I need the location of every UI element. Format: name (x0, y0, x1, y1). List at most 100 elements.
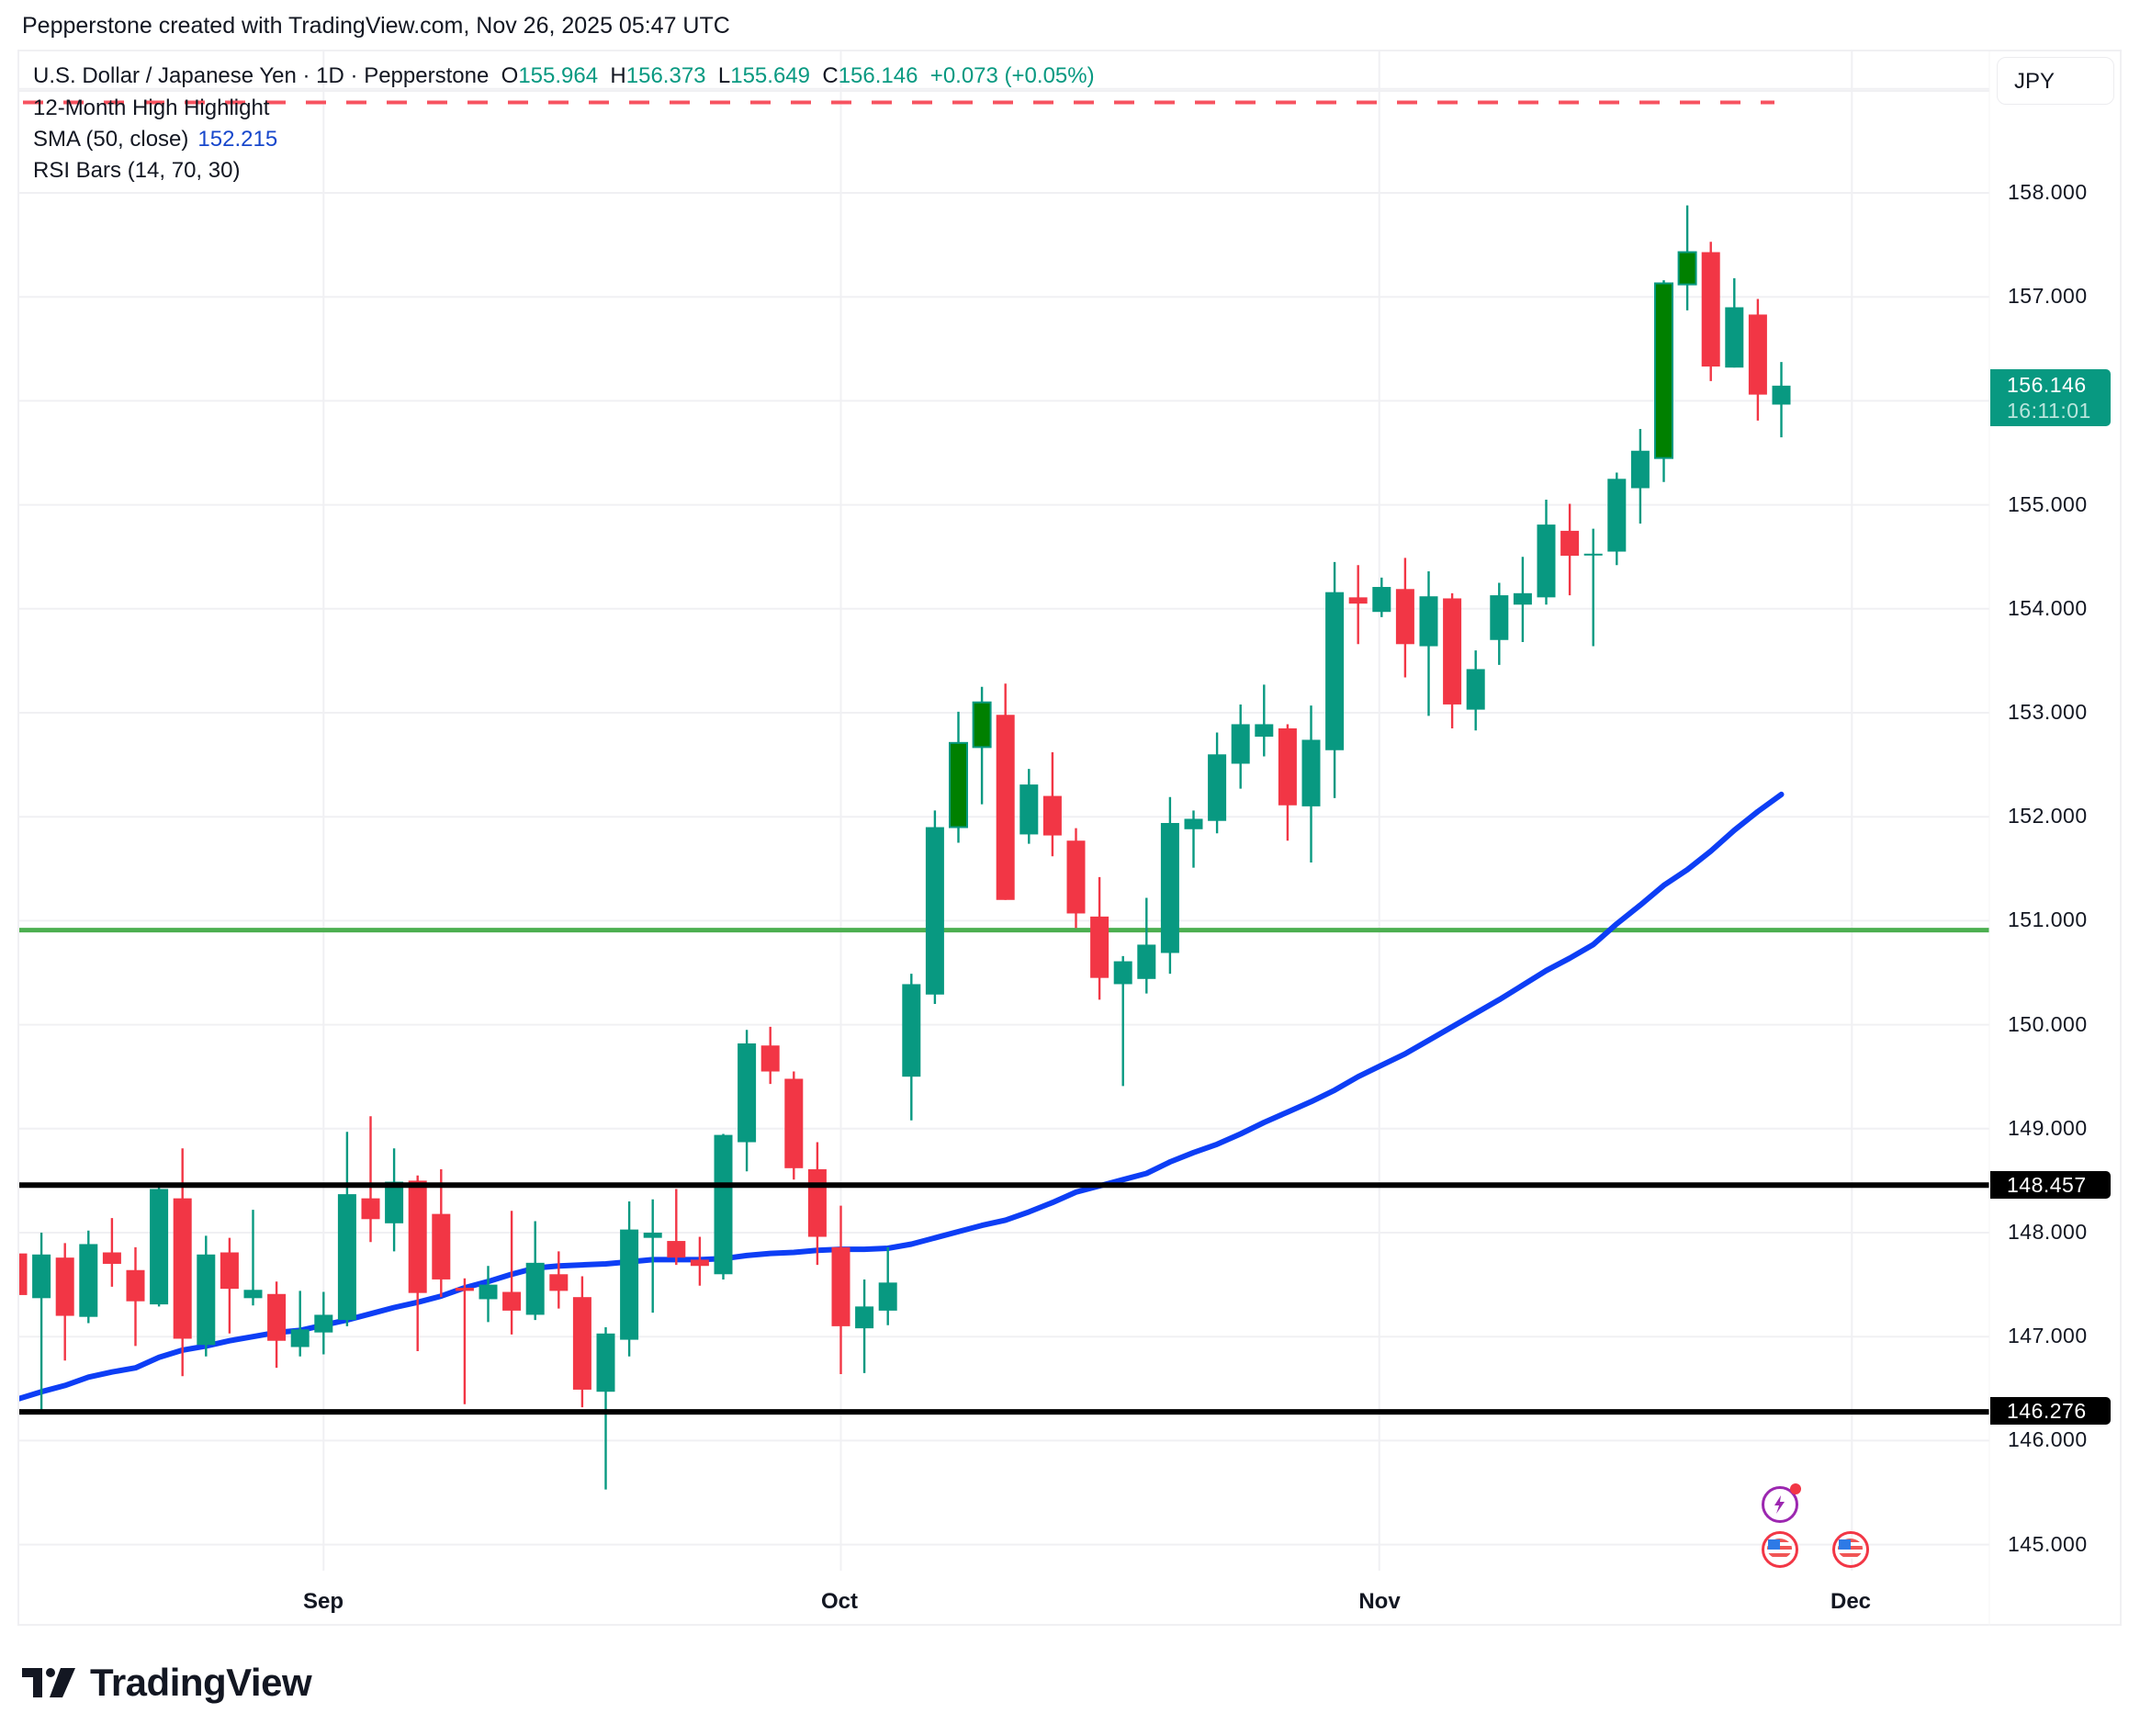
candle (314, 1291, 333, 1355)
candle (784, 1071, 804, 1180)
logo-text: TradingView (90, 1661, 312, 1704)
candle (1372, 577, 1391, 617)
candle (667, 1189, 686, 1266)
legend-rsi-bars[interactable]: RSI Bars (14, 70, 30) (33, 158, 241, 183)
month-label-oct: Oct (820, 1589, 859, 1614)
candle (738, 1030, 757, 1172)
candle (1255, 684, 1274, 757)
candle (902, 974, 921, 1121)
month-label-sep: Sep (302, 1589, 344, 1614)
high-label: H (610, 63, 626, 88)
candle (361, 1116, 380, 1243)
low-label: L (717, 63, 731, 88)
currency-button[interactable]: JPY (1997, 57, 2114, 105)
candle (925, 810, 944, 1004)
bar-countdown: 16:11:01 (2007, 399, 2091, 423)
us-flag-event-icon[interactable] (1832, 1531, 1869, 1568)
month-label-nov: Nov (1358, 1589, 1401, 1614)
candle (1019, 769, 1039, 844)
candle (807, 1142, 827, 1266)
price-axis-tick: 148.000 (2008, 1220, 2088, 1244)
candle (690, 1236, 709, 1286)
range-low-price-tag: 146.276 (1990, 1397, 2111, 1425)
candle (243, 1210, 263, 1306)
price-axis-tick: 158.000 (2008, 180, 2088, 204)
candle (1066, 828, 1086, 929)
symbol-title[interactable]: U.S. Dollar / Japanese Yen · 1D · Pepper… (33, 63, 490, 88)
candle (1090, 876, 1109, 1000)
price-axis-tick: 149.000 (2008, 1115, 2088, 1140)
candle (549, 1251, 569, 1309)
price-axis-tick: 157.000 (2008, 284, 2088, 309)
candle (1701, 242, 1720, 381)
price-axis-tick: 150.000 (2008, 1011, 2088, 1036)
change-value: +0.073 (+0.05%) (929, 63, 1095, 88)
candle (1654, 280, 1673, 482)
candle (596, 1327, 615, 1490)
symbol-header: U.S. Dollar / Japanese Yen · 1D · Pepper… (33, 63, 1095, 89)
candle (79, 1230, 98, 1324)
us-flag-event-icon[interactable] (1762, 1531, 1798, 1568)
tradingview-logo[interactable]: TradingView (22, 1661, 312, 1705)
price-axis-tick: 155.000 (2008, 491, 2088, 516)
candle (1772, 362, 1791, 438)
candle (1466, 650, 1485, 731)
current-price-tag: 156.146 16:11:01 (1990, 369, 2111, 426)
candle (1160, 796, 1179, 975)
lightning-event-icon[interactable] (1762, 1483, 1801, 1523)
sma-value: 152.215 (197, 127, 278, 152)
candle (267, 1281, 287, 1369)
candle (290, 1291, 310, 1357)
candle (126, 1246, 145, 1347)
candle (1208, 732, 1227, 834)
candle (1231, 704, 1250, 789)
candle (1513, 557, 1532, 643)
grid-lines (19, 51, 1989, 1571)
candle (1490, 582, 1509, 665)
candle (643, 1199, 662, 1313)
candle (102, 1218, 121, 1287)
candle (1630, 428, 1650, 524)
candle (1113, 955, 1132, 1087)
candle (949, 711, 968, 843)
candle (55, 1243, 74, 1361)
candle (32, 1233, 51, 1413)
candle (1748, 299, 1767, 421)
candle (455, 1278, 474, 1404)
current-price: 156.146 (2007, 373, 2087, 397)
candle (1677, 205, 1697, 310)
candle (1348, 565, 1368, 645)
price-axis-tick: 146.000 (2008, 1427, 2088, 1452)
candle (197, 1235, 216, 1357)
legend-sma[interactable]: SMA (50, close) 152.215 (33, 127, 277, 152)
price-axis-tick: 152.000 (2008, 804, 2088, 829)
candle (385, 1148, 404, 1252)
candle (337, 1132, 356, 1326)
candle (878, 1246, 897, 1325)
candle (1419, 571, 1438, 716)
low-value: 155.649 (730, 63, 810, 88)
candle (220, 1237, 239, 1334)
legend-high-highlight[interactable]: 12-Month High Highlight (33, 96, 270, 120)
candle (150, 1187, 169, 1307)
candle (1301, 705, 1321, 863)
sma-label: SMA (50, close) (33, 127, 189, 152)
open-label: O (501, 63, 519, 88)
candle (760, 1026, 780, 1085)
candle (1725, 277, 1744, 368)
chart-frame (17, 50, 2122, 1626)
candle (1443, 592, 1462, 728)
candle (525, 1221, 545, 1321)
price-axis-tick: 145.000 (2008, 1531, 2088, 1556)
candle (1184, 810, 1203, 868)
candle (1278, 724, 1297, 841)
price-axis-tick: 154.000 (2008, 595, 2088, 620)
candle (408, 1175, 427, 1352)
month-label-dec: Dec (1830, 1589, 1872, 1614)
price-axis-tick: 153.000 (2008, 700, 2088, 724)
range-high-price-tag: 148.457 (1990, 1171, 2111, 1199)
candle (855, 1279, 874, 1373)
close-label: C (822, 63, 839, 88)
candle (831, 1205, 850, 1374)
